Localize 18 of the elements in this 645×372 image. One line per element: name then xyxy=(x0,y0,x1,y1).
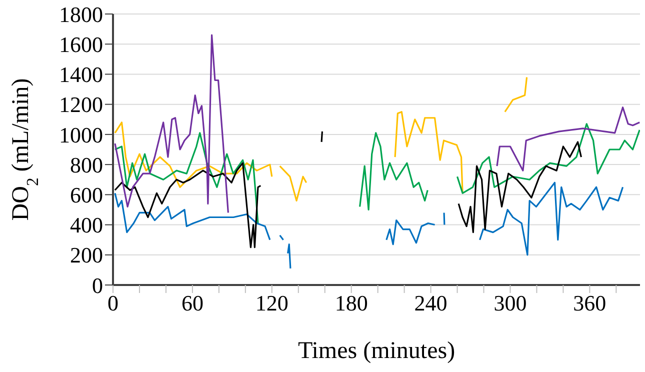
y-tick-label: 600 xyxy=(70,182,103,208)
x-tick-label: 300 xyxy=(494,290,527,316)
y-tick-label: 1600 xyxy=(59,32,103,57)
x-tick-label: 120 xyxy=(255,290,288,316)
x-tick-label: 360 xyxy=(573,290,606,316)
y-tick-label: 800 xyxy=(70,152,103,178)
y-tick-label: 200 xyxy=(70,242,103,268)
x-tick-label: 60 xyxy=(181,290,204,316)
y-tick-label: 1200 xyxy=(59,92,103,118)
x-tick-label: 240 xyxy=(414,290,448,316)
y-tick-label: 400 xyxy=(70,212,103,238)
y-tick-label: 1400 xyxy=(59,62,103,88)
x-axis-title: Times (minutes) xyxy=(298,338,456,364)
x-tick-label: 0 xyxy=(108,290,118,316)
y-tick-label: 1800 xyxy=(59,2,103,27)
y-tick-label: 1000 xyxy=(59,122,103,148)
x-tick-label: 180 xyxy=(334,290,368,316)
y-tick-label: 0 xyxy=(92,272,103,298)
